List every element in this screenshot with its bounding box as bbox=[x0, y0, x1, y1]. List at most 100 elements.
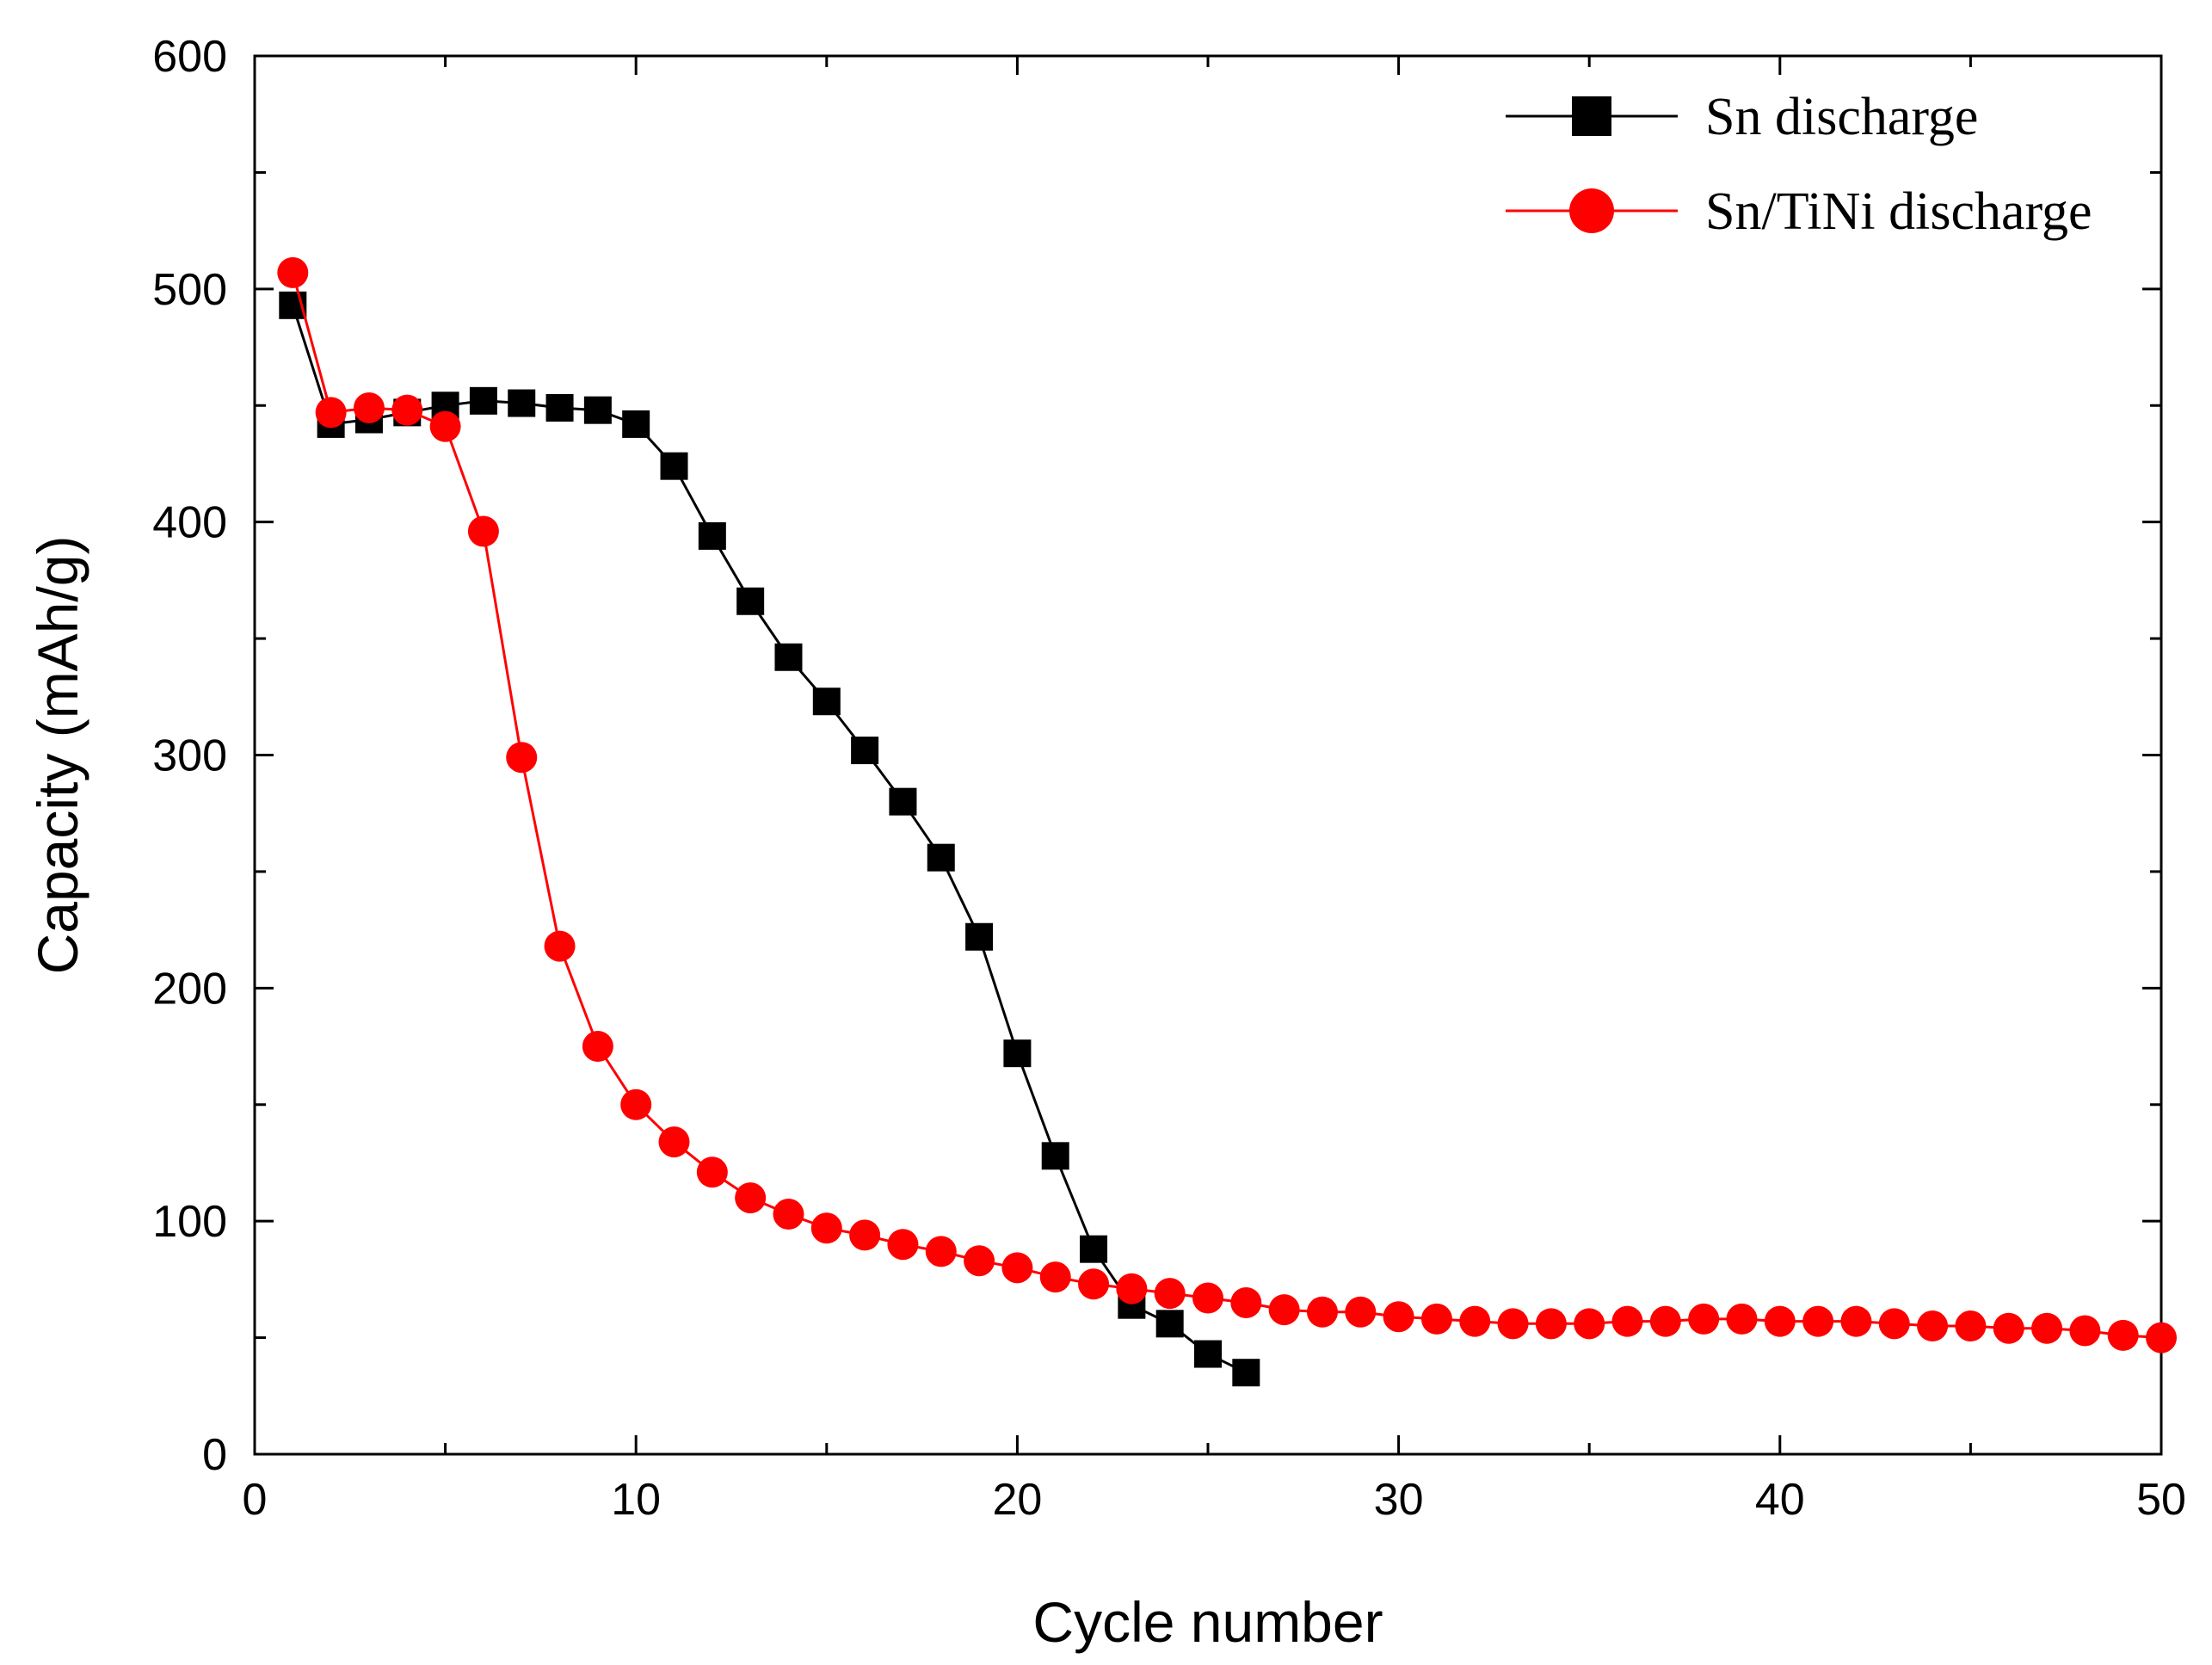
x-tick-label: 40 bbox=[1755, 1475, 1805, 1525]
data-point bbox=[2069, 1315, 2101, 1347]
data-point bbox=[1268, 1294, 1300, 1326]
series-sn-tini-discharge bbox=[277, 256, 2177, 1354]
data-point bbox=[774, 643, 803, 671]
data-point bbox=[1078, 1268, 1110, 1300]
x-tick-label: 30 bbox=[1374, 1475, 1424, 1525]
data-point bbox=[851, 737, 879, 765]
data-point bbox=[277, 256, 309, 288]
data-point bbox=[1001, 1252, 1033, 1284]
data-point bbox=[1230, 1286, 1262, 1318]
data-point bbox=[1497, 1308, 1529, 1340]
data-point bbox=[1840, 1305, 1872, 1337]
data-point bbox=[469, 386, 497, 415]
y-tick-label: 600 bbox=[152, 32, 227, 82]
y-tick-label: 200 bbox=[152, 964, 227, 1014]
y-tick-label: 0 bbox=[202, 1430, 227, 1480]
data-point bbox=[812, 688, 841, 716]
data-point bbox=[1955, 1310, 1987, 1342]
data-point bbox=[1649, 1305, 1681, 1337]
data-point bbox=[429, 410, 461, 442]
x-tick-label: 20 bbox=[992, 1475, 1042, 1525]
data-point bbox=[1039, 1261, 1071, 1293]
data-point bbox=[353, 392, 385, 423]
data-point bbox=[773, 1199, 804, 1230]
data-point bbox=[1232, 1359, 1260, 1387]
data-point bbox=[698, 521, 726, 550]
data-point bbox=[1611, 1305, 1643, 1337]
data-point bbox=[925, 1236, 957, 1267]
data-point bbox=[1154, 1278, 1186, 1310]
data-point bbox=[315, 397, 347, 429]
data-point bbox=[1993, 1312, 2024, 1344]
data-point bbox=[582, 1031, 613, 1063]
data-point bbox=[927, 843, 955, 872]
data-point bbox=[736, 587, 765, 615]
data-point bbox=[1574, 1308, 1605, 1340]
data-point bbox=[1155, 1310, 1184, 1338]
data-point bbox=[1917, 1310, 1949, 1342]
data-point bbox=[965, 922, 994, 951]
data-point bbox=[583, 396, 612, 424]
data-point bbox=[660, 452, 688, 480]
x-tick-label: 50 bbox=[2136, 1475, 2186, 1525]
legend: Sn discharge Sn/TiNi discharge bbox=[1506, 88, 2092, 241]
y-axis-title: Capacity (mAh/g) bbox=[26, 536, 89, 975]
legend-item: Sn discharge bbox=[1506, 88, 1978, 146]
data-point bbox=[1420, 1303, 1452, 1335]
data-point bbox=[1116, 1273, 1148, 1304]
data-point bbox=[1688, 1303, 1720, 1335]
x-tick-label: 0 bbox=[243, 1475, 268, 1525]
data-point bbox=[620, 1088, 652, 1120]
data-point bbox=[1345, 1296, 1377, 1328]
data-point bbox=[696, 1156, 728, 1188]
data-point bbox=[1041, 1142, 1069, 1170]
data-point bbox=[1383, 1301, 1414, 1333]
data-point bbox=[544, 930, 576, 962]
series-line-sn-discharge bbox=[291, 305, 1247, 1374]
data-point bbox=[1726, 1303, 1758, 1335]
x-tick-label: 10 bbox=[611, 1475, 661, 1525]
data-point bbox=[889, 787, 917, 816]
data-point bbox=[810, 1212, 842, 1244]
data-point bbox=[508, 389, 536, 417]
data-point bbox=[1192, 1282, 1223, 1314]
data-point bbox=[887, 1229, 919, 1261]
data-point bbox=[1764, 1305, 1796, 1337]
series-line-sn-tini-discharge bbox=[291, 272, 2162, 1340]
series-layer bbox=[277, 256, 2177, 1387]
legend-label: Sn discharge bbox=[1705, 88, 1978, 146]
data-point bbox=[2107, 1319, 2139, 1351]
y-tick-label: 500 bbox=[152, 265, 227, 315]
data-point bbox=[1306, 1296, 1338, 1328]
data-point bbox=[1080, 1235, 1108, 1263]
data-point bbox=[964, 1245, 995, 1277]
data-point bbox=[1535, 1308, 1567, 1340]
data-point bbox=[1878, 1308, 1910, 1340]
data-point bbox=[1802, 1305, 1834, 1337]
y-tick-label: 100 bbox=[152, 1197, 227, 1247]
data-point bbox=[1459, 1305, 1491, 1337]
legend-label: Sn/TiNi discharge bbox=[1705, 182, 2092, 241]
plot-frame bbox=[253, 54, 2163, 1456]
data-point bbox=[849, 1219, 881, 1251]
data-point bbox=[545, 393, 574, 422]
data-point bbox=[391, 394, 423, 426]
legend-marker bbox=[1572, 96, 1611, 136]
data-point bbox=[2146, 1322, 2177, 1354]
y-tick-label: 300 bbox=[152, 731, 227, 781]
data-point bbox=[467, 515, 499, 547]
x-axis-title: Cycle number bbox=[1032, 1590, 1383, 1654]
data-point bbox=[658, 1126, 690, 1158]
series-sn-discharge bbox=[279, 291, 1260, 1387]
legend-marker bbox=[1569, 188, 1614, 233]
data-point bbox=[1003, 1039, 1032, 1068]
data-point bbox=[622, 410, 650, 438]
legend-item: Sn/TiNi discharge bbox=[1506, 182, 2092, 241]
data-point bbox=[735, 1182, 767, 1214]
y-tick-label: 400 bbox=[152, 498, 227, 548]
data-point bbox=[2031, 1312, 2063, 1344]
data-point bbox=[506, 742, 538, 774]
